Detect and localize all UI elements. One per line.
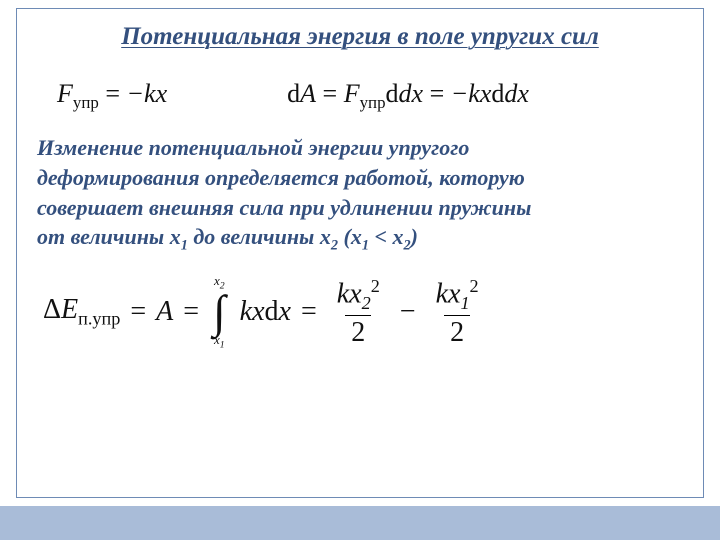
description-paragraph: Изменение потенциальной энергии упругого… — [17, 123, 703, 256]
content-frame: Потенциальная энергия в поле упругих сил… — [16, 8, 704, 498]
para-line4: от величины x1 до величины x2 (x1 < x2) — [37, 224, 418, 249]
equation-row-1: Fупр = −kx dA = Fупрddx = −kxddx — [17, 61, 703, 123]
fraction-2: kx12 2 — [430, 277, 485, 347]
integral-symbol: x2 ∫ x1 — [213, 274, 226, 350]
para-line1: Изменение потенциальной энергии упругого — [37, 135, 469, 160]
para-line3: совершает внешняя сила при удлинении пру… — [37, 195, 531, 220]
equation-force: Fупр = −kx — [57, 79, 167, 113]
slide: Потенциальная энергия в поле упругих сил… — [0, 0, 720, 540]
para-line2: деформирования определяется работой, кот… — [37, 165, 525, 190]
fraction-1: kx22 2 — [331, 277, 386, 347]
equation-energy: ΔEп.упр = A = x2 ∫ x1 kxdx = kx22 2 − kx… — [17, 256, 703, 350]
slide-title: Потенциальная энергия в поле упругих сил — [17, 9, 703, 61]
equation-work-differential: dA = Fупрddx = −kxddx — [287, 79, 529, 113]
footer-bar — [0, 506, 720, 540]
